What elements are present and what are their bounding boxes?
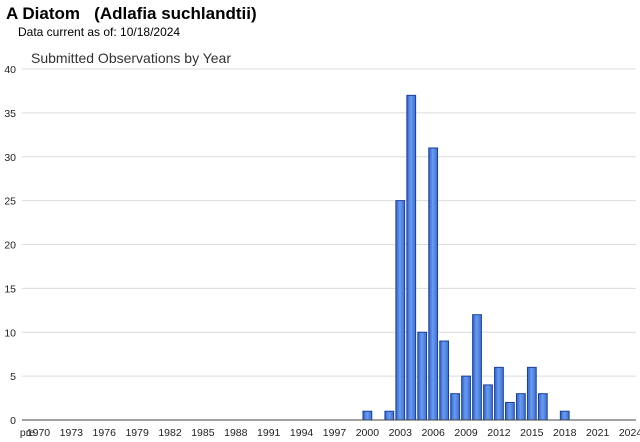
data-current-date: Data current as of: 10/18/2024 — [18, 25, 181, 39]
y-tick-label: 10 — [4, 327, 16, 339]
bar-2015 — [526, 366, 537, 421]
y-tick-label: 5 — [10, 371, 16, 383]
x-tick-label: 1976 — [93, 427, 117, 439]
bar-2000 — [362, 410, 373, 421]
y-tick-label: 20 — [4, 240, 16, 252]
bar-2002 — [384, 410, 395, 421]
bar-2014 — [515, 393, 526, 421]
bar-2011 — [483, 384, 493, 421]
bar-2003 — [395, 200, 406, 421]
bar-2004 — [406, 94, 417, 421]
x-tick-label: 1991 — [257, 427, 281, 439]
x-tick-label: 1973 — [60, 427, 84, 439]
y-axis-ticks: 0 5 10 15 20 25 30 35 40 — [4, 64, 16, 427]
x-tick-label: 1985 — [191, 427, 215, 439]
bar-2018 — [559, 410, 570, 421]
bar-2005 — [417, 331, 428, 421]
y-tick-label: 30 — [4, 152, 16, 164]
y-tick-label: 40 — [4, 64, 16, 76]
x-tick-label: 1988 — [224, 427, 248, 439]
bar-2010 — [472, 314, 482, 421]
chart-title: Submitted Observations by Year — [31, 50, 231, 66]
bar-2007 — [439, 340, 450, 421]
x-tick-label: 1994 — [290, 427, 314, 439]
y-tick-label: 0 — [10, 415, 16, 427]
x-tick-label: 2024 — [619, 427, 640, 439]
bars — [362, 94, 570, 421]
x-tick-label: 2015 — [520, 427, 544, 439]
x-tick-label: 1997 — [323, 427, 347, 439]
x-tick-label: 2009 — [454, 427, 478, 439]
x-tick-label: 1979 — [125, 427, 149, 439]
bar-2009 — [461, 375, 471, 421]
x-tick-label: 2006 — [421, 427, 445, 439]
y-tick-label: 15 — [4, 283, 16, 295]
x-tick-label: 1970 — [27, 427, 51, 439]
bar-2006 — [428, 147, 439, 421]
y-tick-label: 25 — [4, 196, 16, 208]
bar-2013 — [505, 401, 515, 421]
x-tick-label: 2003 — [389, 427, 413, 439]
x-tick-label: 2000 — [356, 427, 380, 439]
x-tick-label: 1982 — [158, 427, 182, 439]
bar-2016 — [537, 393, 548, 421]
x-tick-label: 2018 — [553, 427, 577, 439]
x-tick-label: pre — [20, 427, 35, 439]
bar-2012 — [494, 366, 504, 421]
y-tick-label: 35 — [4, 108, 16, 120]
species-title: A Diatom (Adlafia suchlandtii) — [6, 4, 257, 23]
bar-2008 — [450, 393, 460, 421]
x-tick-label: 2021 — [586, 427, 610, 439]
x-tick-label: 2012 — [487, 427, 511, 439]
gridlines — [22, 68, 636, 377]
